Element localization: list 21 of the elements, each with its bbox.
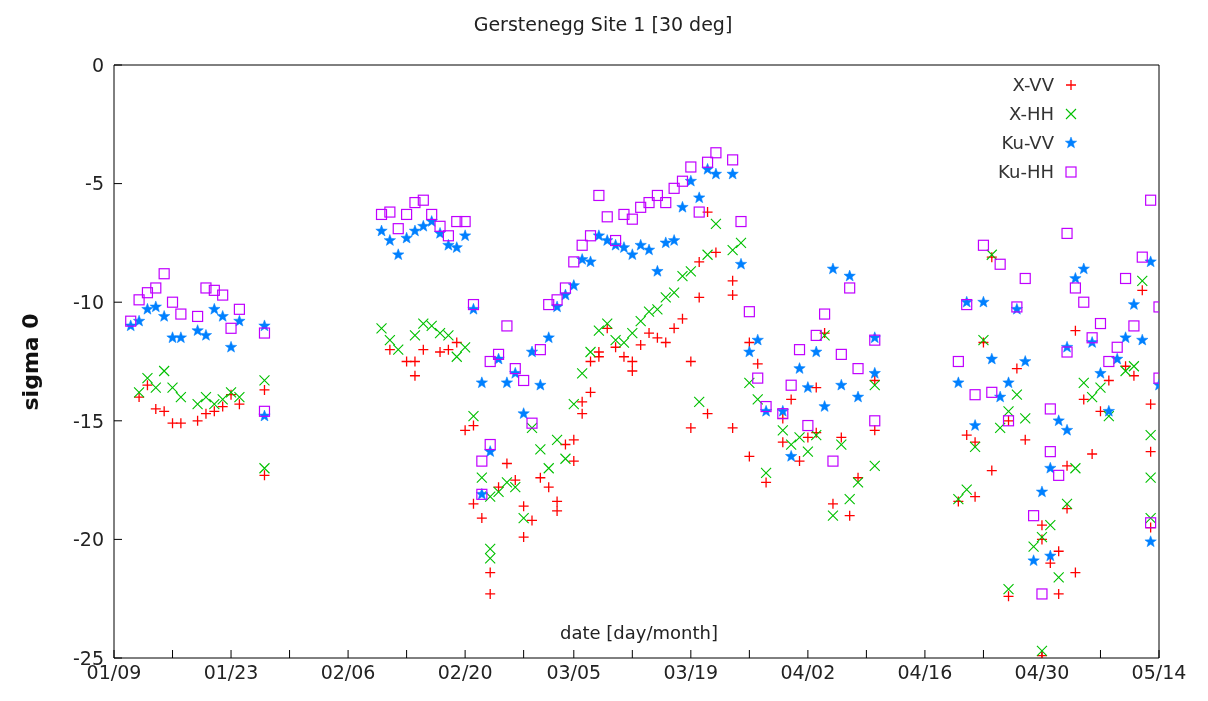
x-tick-label: 02/20 — [437, 661, 493, 684]
legend-label: X-VV — [1012, 74, 1054, 95]
x-axis-title: date [day/month] — [559, 622, 719, 643]
x-tick-label: 05/14 — [1131, 661, 1187, 684]
y-axis-title: sigma 0 — [17, 313, 43, 411]
x-tick-label: 02/06 — [320, 661, 376, 684]
x-tick-label: 03/05 — [546, 661, 602, 684]
x-tick-label: 01/23 — [203, 661, 259, 684]
x-tick-label: 04/02 — [780, 661, 836, 684]
y-tick-label: -10 — [72, 290, 104, 313]
legend-label: X-HH — [1009, 103, 1054, 124]
x-tick-label: 04/30 — [1014, 661, 1070, 684]
legend-label: Ku-VV — [1001, 132, 1054, 153]
y-tick-label: 0 — [91, 53, 104, 76]
legend-label: Ku-HH — [998, 161, 1054, 182]
x-tick-label: 03/19 — [663, 661, 719, 684]
y-tick-label: -20 — [72, 528, 104, 551]
y-tick-label: -15 — [72, 409, 104, 432]
x-tick-label: 04/16 — [897, 661, 953, 684]
y-tick-label: -5 — [85, 172, 104, 195]
chart-title: Gerstenegg Site 1 [30 deg] — [472, 13, 734, 35]
